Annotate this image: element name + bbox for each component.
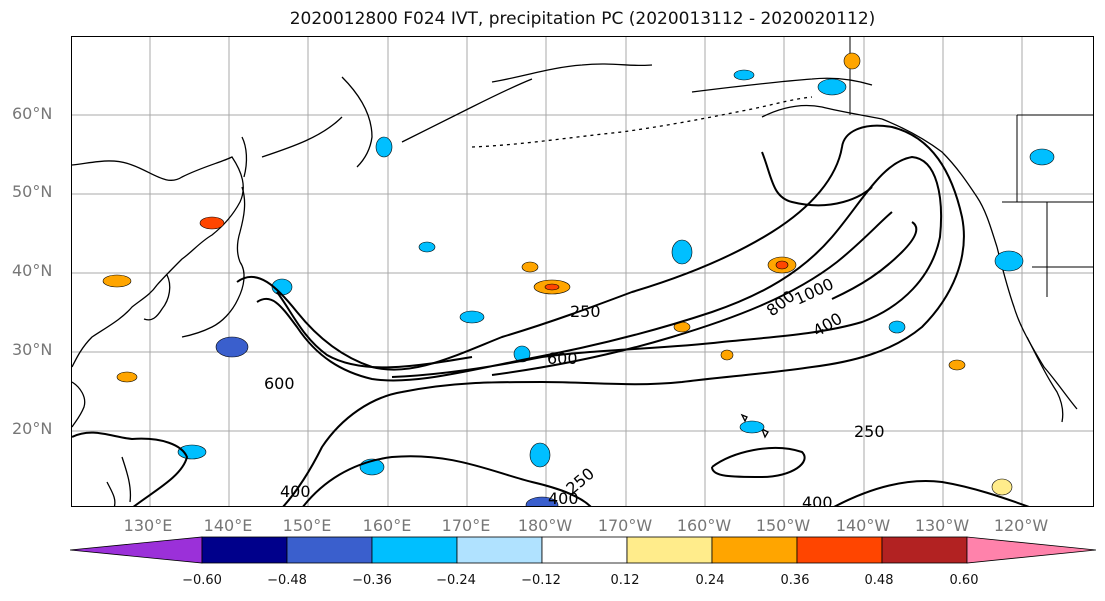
lon-label-160w: 160°W (676, 516, 732, 535)
lon-label-120w: 120°W (993, 516, 1049, 535)
lon-label-170e: 170°E (441, 516, 491, 535)
lon-label-140w: 140°W (835, 516, 891, 535)
colorbar-segment (796, 536, 883, 564)
colorbar-tick: 0.60 (949, 573, 979, 588)
colorbar-segment (201, 536, 288, 564)
colorbar-segment (541, 536, 628, 564)
colorbar-segment (286, 536, 373, 564)
contour-label: 1000 (792, 274, 837, 308)
colorbar-segment (456, 536, 543, 564)
colorbar-segment (371, 536, 458, 564)
lon-label-150w: 150°W (755, 516, 811, 535)
lat-label-40n: 40°N (12, 261, 53, 280)
contour-label: 600 (264, 374, 295, 393)
colorbar-segment (70, 536, 203, 564)
colorbar-tick: −0.48 (267, 573, 307, 588)
colorbar-segment (881, 536, 968, 564)
colorbar (70, 536, 1096, 564)
colorbar-tick: 0.12 (610, 573, 640, 588)
colorbar-tick: −0.12 (521, 573, 561, 588)
lat-label-50n: 50°N (12, 182, 53, 201)
colorbar-tick: −0.24 (436, 573, 476, 588)
map-panel: 250 600 600 800 1000 400 250 400 400 400… (71, 36, 1094, 507)
colorbar-tick: −0.36 (352, 573, 392, 588)
contour-label: 600 (547, 349, 578, 368)
graticule (72, 37, 1093, 506)
contour-label: 250 (854, 422, 885, 441)
colorbar-segment (966, 536, 1096, 564)
colorbar-segments (70, 536, 1096, 564)
contour-label: 400 (802, 493, 833, 507)
colorbar-tick: 0.48 (864, 573, 894, 588)
colorbar-tick: 0.24 (695, 573, 725, 588)
contour-label: 400 (280, 482, 311, 501)
colorbar-tick: 0.36 (780, 573, 810, 588)
contour-label: 250 (570, 302, 601, 321)
lon-label-130w: 130°W (914, 516, 970, 535)
map-title: 2020012800 F024 IVT, precipitation PC (2… (289, 9, 876, 29)
lat-label-60n: 60°N (12, 104, 53, 123)
coastlines (72, 63, 1078, 506)
lat-label-20n: 20°N (12, 419, 53, 438)
colorbar-segment (711, 536, 798, 564)
map-canvas: 250 600 600 800 1000 400 250 400 400 400… (72, 37, 1093, 507)
lon-label-160e: 160°E (362, 516, 412, 535)
colorbar-tick: −0.60 (182, 573, 222, 588)
lon-label-170w: 170°W (597, 516, 653, 535)
colorbar-segment (626, 536, 713, 564)
contour-label: 400 (810, 309, 846, 341)
political-boundaries (849, 37, 1093, 297)
lon-label-180w: 180°W (517, 516, 573, 535)
lon-label-130e: 130°E (123, 516, 173, 535)
lon-label-150e: 150°E (282, 516, 332, 535)
precipitation-patches (102, 52, 1055, 506)
contour-label: 400 (548, 489, 579, 507)
lon-label-140e: 140°E (203, 516, 253, 535)
lat-label-30n: 30°N (12, 340, 53, 359)
ivt-contours (72, 124, 1030, 506)
